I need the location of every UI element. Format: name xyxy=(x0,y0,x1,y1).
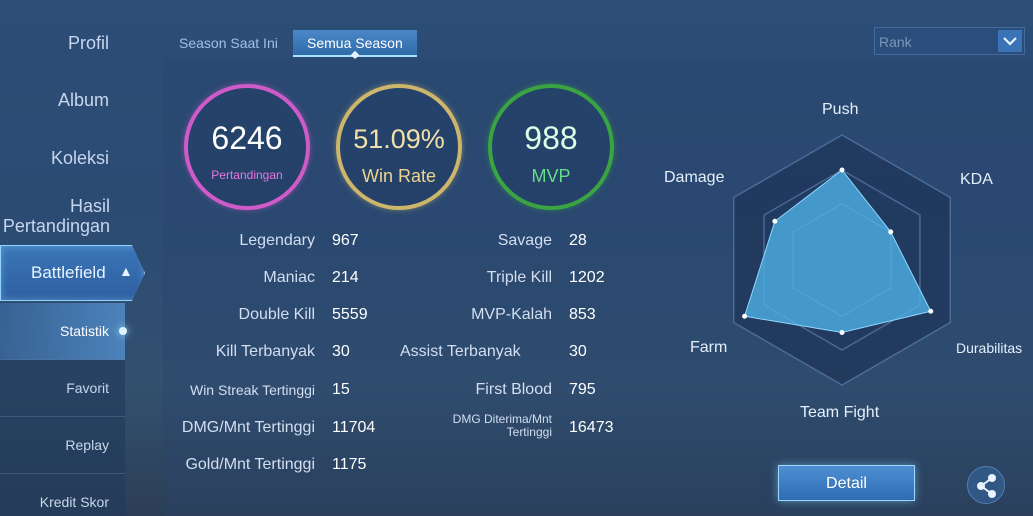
radar-point-durabilitas xyxy=(928,308,934,314)
share-button[interactable] xyxy=(967,466,1005,504)
matches-label: Pertandingan xyxy=(211,168,283,182)
performance-radar xyxy=(732,134,952,386)
sidebar-item-hasil-pertandingan[interactable]: Hasil Pertandingan xyxy=(0,196,110,236)
mode-select-value: Rank xyxy=(879,34,912,50)
stat-value-kill-terbanyak: 30 xyxy=(332,343,350,360)
stat-label-first-blood: First Blood xyxy=(475,381,552,398)
chevron-down-icon[interactable] xyxy=(998,30,1022,52)
stat-label-assist-terbanyak: Assist Terbanyak xyxy=(400,343,521,360)
subnav-item-label: Replay xyxy=(65,437,109,453)
sidebar-item-battlefield[interactable]: Battlefield ▲ xyxy=(0,245,145,301)
stat-value-dmg-mnt: 11704 xyxy=(332,419,376,436)
subnav-item-favorit[interactable]: Favorit xyxy=(0,360,125,417)
radar-label-push: Push xyxy=(822,101,859,118)
chevron-up-icon: ▲ xyxy=(119,263,133,279)
sidebar-item-label: Hasil Pertandingan xyxy=(2,196,110,236)
tab-label: Season Saat Ini xyxy=(179,35,278,51)
battlefield-subnav: Statistik Favorit Replay Kredit Skor xyxy=(0,303,127,516)
stat-label-win-streak: Win Streak Tertinggi xyxy=(189,382,315,398)
subnav-item-label: Statistik xyxy=(59,323,109,339)
sidebar-item-label: Profil xyxy=(67,33,109,53)
subnav-item-statistik[interactable]: Statistik xyxy=(0,303,127,360)
sidebar-item-label: Album xyxy=(57,90,109,110)
radar-label-team-fight: Team Fight xyxy=(800,404,880,421)
stat-value-assist-terbanyak: 30 xyxy=(569,343,587,360)
radar-points xyxy=(742,167,934,335)
matches-summary: 6246 Pertandingan xyxy=(184,84,310,210)
stat-value-dmg-diterima: 16473 xyxy=(569,419,614,436)
stat-label-legendary: Legendary xyxy=(239,232,315,249)
mvp-count: 988 xyxy=(524,120,578,156)
stat-value-savage: 28 xyxy=(569,232,587,249)
stat-value-win-streak: 15 xyxy=(332,381,350,398)
detail-button[interactable]: Detail xyxy=(778,465,915,501)
share-icon xyxy=(977,474,996,498)
tab-season-saat-ini[interactable]: Season Saat Ini xyxy=(165,30,292,57)
radar-label-kda: KDA xyxy=(960,171,993,188)
tab-label: Semua Season xyxy=(307,35,403,51)
stat-label-maniac: Maniac xyxy=(263,269,315,286)
win-rate-value: 51.09% xyxy=(353,124,445,154)
stat-value-legendary: 967 xyxy=(332,232,359,249)
stat-value-triple-kill: 1202 xyxy=(569,269,605,286)
stat-value-mvp-kalah: 853 xyxy=(569,306,596,323)
stat-value-gold-mnt: 1175 xyxy=(332,456,367,473)
stat-label-double-kill: Double Kill xyxy=(238,306,315,323)
radar-label-damage: Damage xyxy=(664,169,725,186)
mvp-summary: 988 MVP xyxy=(488,84,614,210)
subnav-item-kredit-skor[interactable]: Kredit Skor xyxy=(0,474,125,516)
mode-select[interactable]: Rank xyxy=(874,27,1025,55)
subnav-item-replay[interactable]: Replay xyxy=(0,417,125,474)
sidebar-item-label: Battlefield xyxy=(31,263,106,282)
stat-value-double-kill: 5559 xyxy=(332,306,368,323)
sidebar-item-album[interactable]: Album xyxy=(0,90,125,110)
matches-count: 6246 xyxy=(211,120,283,156)
radar-point-farm xyxy=(742,313,748,319)
sidebar-item-profil[interactable]: Profil xyxy=(0,33,125,53)
stat-label-mvp-kalah: MVP-Kalah xyxy=(471,306,552,323)
active-indicator xyxy=(119,327,127,335)
sidebar-item-koleksi[interactable]: Koleksi xyxy=(0,148,125,168)
radar-point-damage xyxy=(772,218,778,224)
radar-point-push xyxy=(839,167,845,173)
stat-value-maniac: 214 xyxy=(332,269,359,286)
stat-label-gold-mnt: Gold/Mnt Tertinggi xyxy=(185,456,315,473)
stat-label-savage: Savage xyxy=(497,232,552,249)
stat-label-dmg-mnt: DMG/Mnt Tertinggi xyxy=(181,419,315,436)
sidebar-item-label: Koleksi xyxy=(50,148,109,168)
subnav-item-label: Kredit Skor xyxy=(39,494,109,510)
stat-label-triple-kill: Triple Kill xyxy=(486,269,552,286)
radar-label-farm: Farm xyxy=(690,339,728,356)
stat-label-dmg-diterima: DMG Diterima/Mnt Tertinggi xyxy=(452,412,552,439)
radar-point-team-fight xyxy=(839,330,845,335)
mvp-label: MVP xyxy=(531,166,571,186)
stat-value-first-blood: 795 xyxy=(569,381,596,398)
radar-point-kda xyxy=(888,229,894,235)
radar-label-durabilitas: Durabilitas xyxy=(956,340,1023,356)
win-rate-summary: 51.09% Win Rate xyxy=(336,84,462,210)
stat-label-kill-terbanyak: Kill Terbanyak xyxy=(215,343,315,360)
subnav-item-label: Favorit xyxy=(66,380,109,396)
sidebar: Profil Album Koleksi Hasil Pertandingan … xyxy=(0,0,150,516)
win-rate-label: Win Rate xyxy=(361,166,437,186)
